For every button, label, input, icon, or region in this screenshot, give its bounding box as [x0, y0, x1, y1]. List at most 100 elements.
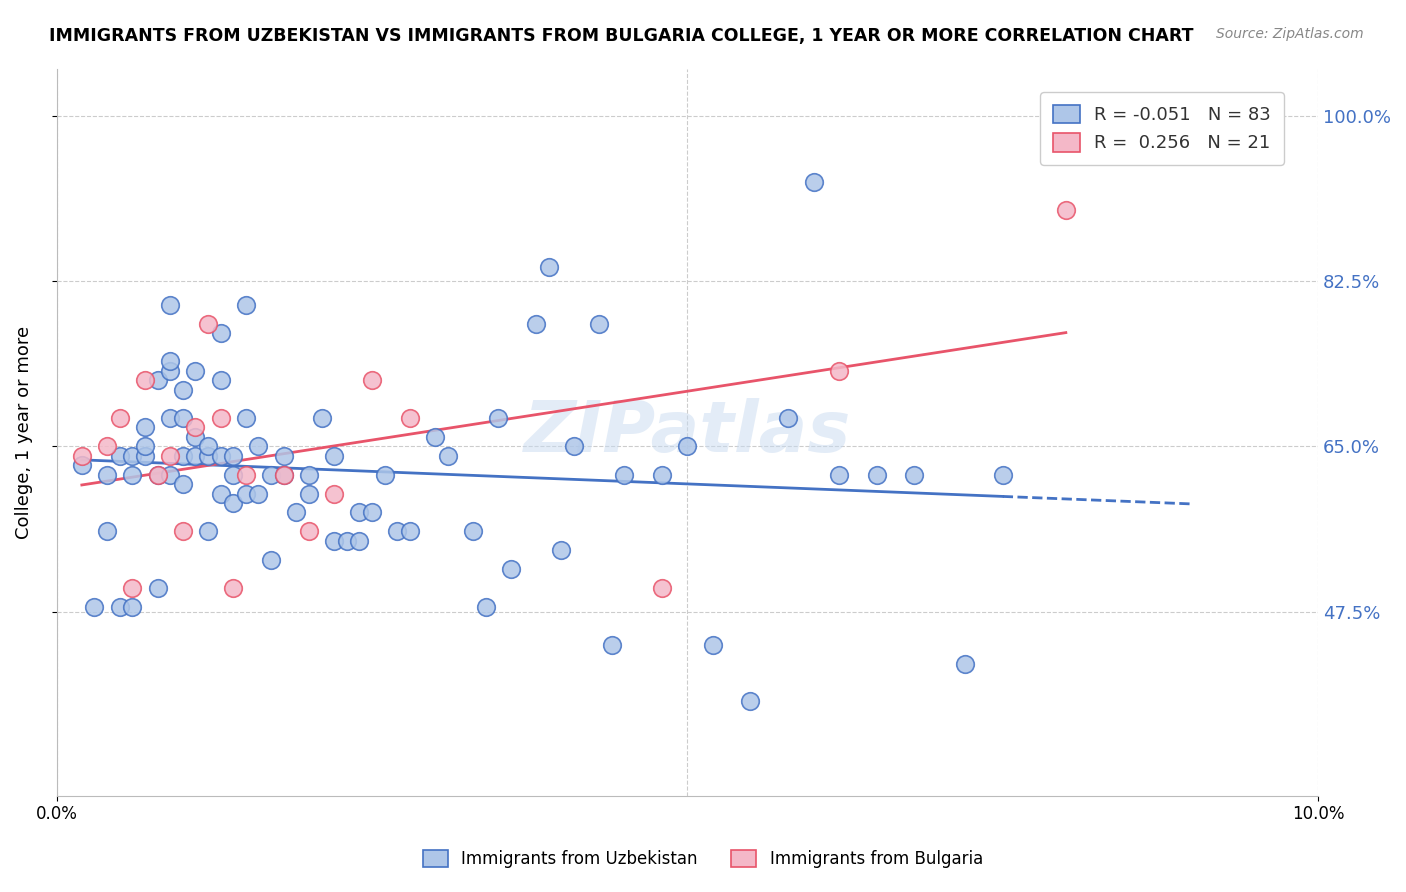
Point [260, 552, 283, 566]
Point [96, 467, 118, 482]
Point [134, 439, 156, 453]
Point [197, 524, 219, 539]
Point [903, 467, 925, 482]
Text: Source: ZipAtlas.com: Source: ZipAtlas.com [1216, 27, 1364, 41]
Point [778, 411, 800, 425]
Point [134, 373, 156, 387]
Text: IMMIGRANTS FROM UZBEKISTAN VS IMMIGRANTS FROM BULGARIA COLLEGE, 1 YEAR OR MORE C: IMMIGRANTS FROM UZBEKISTAN VS IMMIGRANTS… [49, 27, 1194, 45]
Point [184, 430, 207, 444]
Point [1054, 203, 1077, 218]
Point [146, 467, 169, 482]
Point [83, 599, 105, 614]
Point [374, 467, 396, 482]
Point [499, 562, 522, 576]
Point [134, 449, 156, 463]
Point [159, 364, 181, 378]
Point [134, 420, 156, 434]
Point [159, 467, 181, 482]
Point [222, 581, 245, 595]
Point [197, 449, 219, 463]
Point [828, 467, 851, 482]
Point [562, 439, 585, 453]
Point [361, 505, 384, 519]
Point [108, 599, 131, 614]
Point [209, 486, 232, 500]
Point [172, 524, 194, 539]
Point [387, 524, 409, 539]
Point [247, 486, 270, 500]
Legend: Immigrants from Uzbekistan, Immigrants from Bulgaria: Immigrants from Uzbekistan, Immigrants f… [416, 843, 990, 875]
Point [172, 449, 194, 463]
Point [247, 439, 270, 453]
Point [159, 449, 181, 463]
Point [184, 364, 207, 378]
Point [121, 467, 143, 482]
Point [803, 175, 825, 189]
Point [323, 533, 346, 548]
Point [865, 467, 887, 482]
Y-axis label: College, 1 year or more: College, 1 year or more [15, 326, 32, 539]
Point [349, 505, 371, 519]
Point [828, 364, 851, 378]
Point [524, 317, 547, 331]
Point [222, 496, 245, 510]
Point [651, 581, 673, 595]
Point [474, 599, 496, 614]
Point [172, 383, 194, 397]
Point [172, 477, 194, 491]
Point [550, 543, 572, 558]
Point [740, 694, 762, 708]
Point [235, 486, 257, 500]
Point [121, 599, 143, 614]
Point [423, 430, 446, 444]
Point [222, 467, 245, 482]
Point [184, 449, 207, 463]
Point [222, 449, 245, 463]
Point [273, 449, 295, 463]
Point [172, 411, 194, 425]
Point [298, 524, 321, 539]
Point [197, 317, 219, 331]
Point [260, 467, 283, 482]
Point [486, 411, 509, 425]
Point [146, 581, 169, 595]
Point [96, 524, 118, 539]
Point [121, 449, 143, 463]
Point [108, 411, 131, 425]
Point [600, 638, 623, 652]
Point [298, 486, 321, 500]
Point [159, 411, 181, 425]
Point [209, 326, 232, 340]
Point [588, 317, 610, 331]
Point [197, 439, 219, 453]
Point [121, 581, 143, 595]
Point [311, 411, 333, 425]
Point [436, 449, 458, 463]
Point [398, 524, 420, 539]
Point [273, 467, 295, 482]
Point [349, 533, 371, 548]
Point [235, 467, 257, 482]
Point [651, 467, 673, 482]
Point [235, 411, 257, 425]
Point [323, 486, 346, 500]
Point [953, 657, 976, 671]
Text: ZIPatlas: ZIPatlas [523, 398, 851, 467]
Legend: R = -0.051   N = 83, R =  0.256   N = 21: R = -0.051 N = 83, R = 0.256 N = 21 [1040, 92, 1284, 165]
Point [398, 411, 420, 425]
Point [70, 458, 93, 473]
Point [537, 260, 560, 274]
Point [461, 524, 484, 539]
Point [184, 420, 207, 434]
Point [676, 439, 699, 453]
Point [159, 354, 181, 368]
Point [361, 373, 384, 387]
Point [96, 439, 118, 453]
Point [146, 467, 169, 482]
Point [273, 467, 295, 482]
Point [991, 467, 1014, 482]
Point [70, 449, 93, 463]
Point [146, 373, 169, 387]
Point [298, 467, 321, 482]
Point [159, 298, 181, 312]
